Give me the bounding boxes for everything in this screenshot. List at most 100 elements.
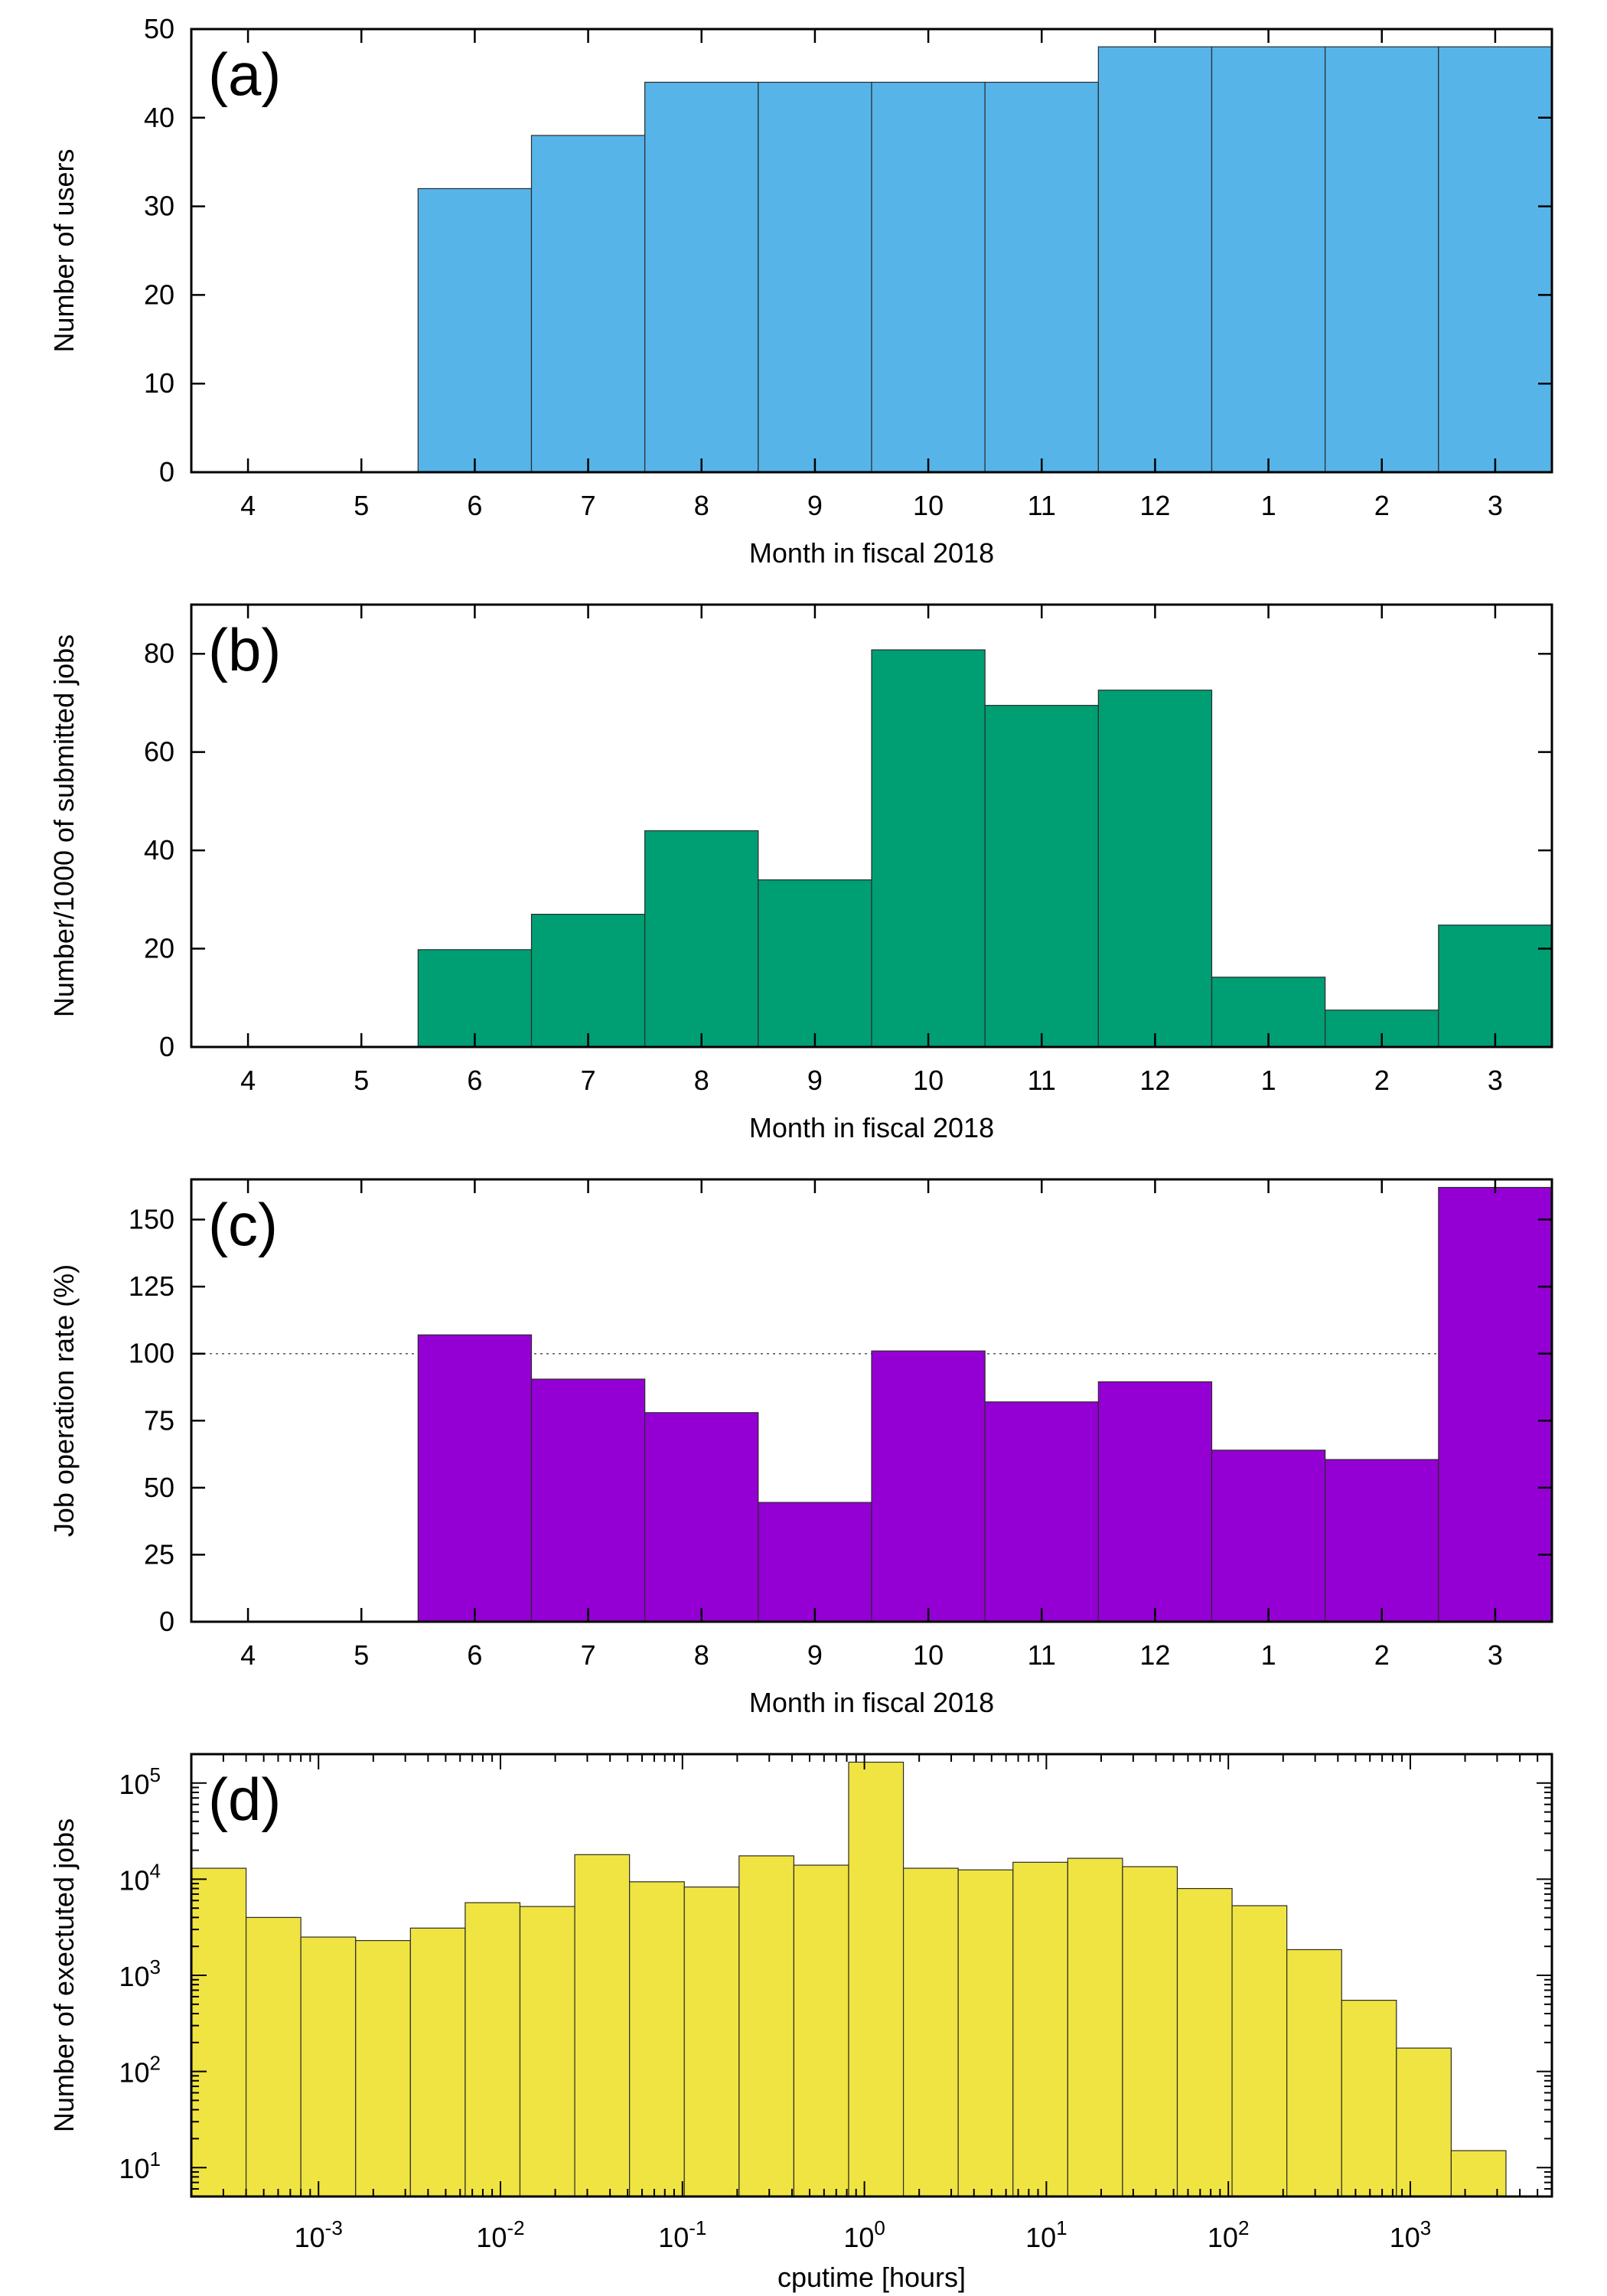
bar-1 [1211,1450,1326,1623]
bar-3 [1438,1186,1553,1623]
bar-7 [530,913,646,1048]
bar-10 [871,1350,986,1623]
x-tick-label: 2 [1374,490,1390,521]
x-tick-label: 4 [240,1065,256,1096]
x-tick-label: 4 [240,490,256,521]
x-tick-label: 2 [1374,1065,1390,1096]
bar-8 [644,81,759,473]
histogram-bar [902,1867,959,2197]
panel-d: 10-3 10-2 10-1 100 101 102 103 101 102 103 104 105 c… [48,1753,1553,2293]
histogram-bar [957,1869,1014,2197]
histogram-bar [1176,1887,1233,2197]
y-axis-label: Number of users [48,148,80,352]
x-tick-label: 10 [913,1065,944,1096]
y-tick-label: 104 [119,1859,161,1896]
y-tick-label: 50 [144,1472,174,1503]
bar-10 [871,649,986,1048]
y-tick-label: 0 [159,1031,174,1062]
bar-7 [530,1378,646,1623]
histogram-bar [191,1867,247,2197]
bar-9 [758,879,872,1048]
panel-label: (d) [208,1766,281,1833]
y-tick-label: 75 [144,1404,174,1436]
y-tick-label: 20 [144,933,174,964]
x-tick-label: 10-2 [476,2216,524,2253]
y-tick-label: 0 [159,1606,174,1637]
histogram-bar [1341,2000,1397,2197]
bar-7 [530,135,646,473]
x-tick-label: 10 [913,1639,944,1671]
y-tick-label: 10 [144,367,174,399]
y-axis-label: Job operation rate (%) [48,1264,80,1537]
bar-2 [1325,46,1439,473]
panel-label: (b) [208,616,281,683]
y-tick-label: 60 [144,736,174,768]
x-tick-label: 10-1 [658,2216,706,2253]
x-tick-label: 6 [467,1639,482,1671]
x-tick-label: 102 [1208,2216,1250,2253]
x-tick-label: 10 [913,490,944,521]
histogram-bar [409,1927,466,2197]
y-tick-label: 103 [119,1955,161,1992]
x-tick-label: 9 [807,1639,823,1671]
x-tick-label: 11 [1028,490,1056,521]
plot-frame [190,1178,1553,1623]
x-tick-label: 5 [354,1065,369,1096]
x-tick-label: 3 [1488,1639,1503,1671]
y-tick-label: 20 [144,279,174,310]
plot-frame [190,28,1553,474]
y-tick-label: 125 [129,1270,174,1302]
bar-11 [984,1401,1099,1623]
y-tick-label: 102 [119,2052,161,2089]
x-tick-label: 12 [1139,1639,1170,1671]
y-tick-label: 50 [144,13,174,44]
bar-8 [644,830,759,1048]
x-tick-label: 11 [1028,1639,1056,1671]
bar-12 [1097,46,1213,473]
bar-10 [871,81,986,473]
x-tick-label: 103 [1390,2216,1432,2253]
histogram-bar [683,1886,740,2197]
histogram-bar [1231,1905,1288,2197]
y-tick-label: 100 [129,1338,174,1369]
y-tick-label: 40 [144,102,174,133]
histogram-bar [848,1761,905,2197]
bar-11 [984,81,1099,473]
y-tick-label: 25 [144,1538,174,1570]
x-tick-label: 2 [1374,1639,1390,1671]
x-tick-label: 100 [843,2216,885,2253]
histogram-bar [574,1854,631,2197]
x-tick-label: 1 [1261,1065,1276,1096]
x-tick-label: 8 [694,1639,709,1671]
x-tick-label: 4 [240,1639,256,1671]
y-tick-label: 101 [119,2148,161,2184]
y-tick-label: 30 [144,191,174,222]
y-tick-label: 105 [119,1763,161,1800]
x-tick-label: 12 [1139,1065,1170,1096]
y-tick-label: 80 [144,638,174,669]
histogram-bar [1396,2047,1452,2197]
x-tick-label: 6 [467,1065,482,1096]
histogram-bar [300,1936,357,2197]
x-tick-label: 12 [1139,490,1170,521]
bar-6 [417,949,533,1048]
y-tick-label: 150 [129,1204,174,1235]
bar-9 [758,81,872,473]
x-tick-label: 8 [694,1065,709,1096]
x-tick-label: 7 [581,1065,596,1096]
bar-2 [1325,1459,1439,1623]
x-axis-label: Month in fiscal 2018 [749,1687,994,1718]
x-axis-label: Month in fiscal 2018 [749,537,994,569]
histogram-bar [355,1939,411,2197]
x-tick-label: 7 [581,1639,596,1671]
y-axis-label: Number/1000 of submitted jobs [48,634,80,1017]
histogram-bar [245,1916,302,2197]
x-axis-label: Month in fiscal 2018 [749,1112,994,1143]
x-tick-label: 3 [1488,490,1503,521]
panel-label: (a) [208,41,281,108]
x-tick-label: 9 [807,490,823,521]
histogram-bar [519,1906,575,2197]
bar-9 [758,1502,872,1623]
